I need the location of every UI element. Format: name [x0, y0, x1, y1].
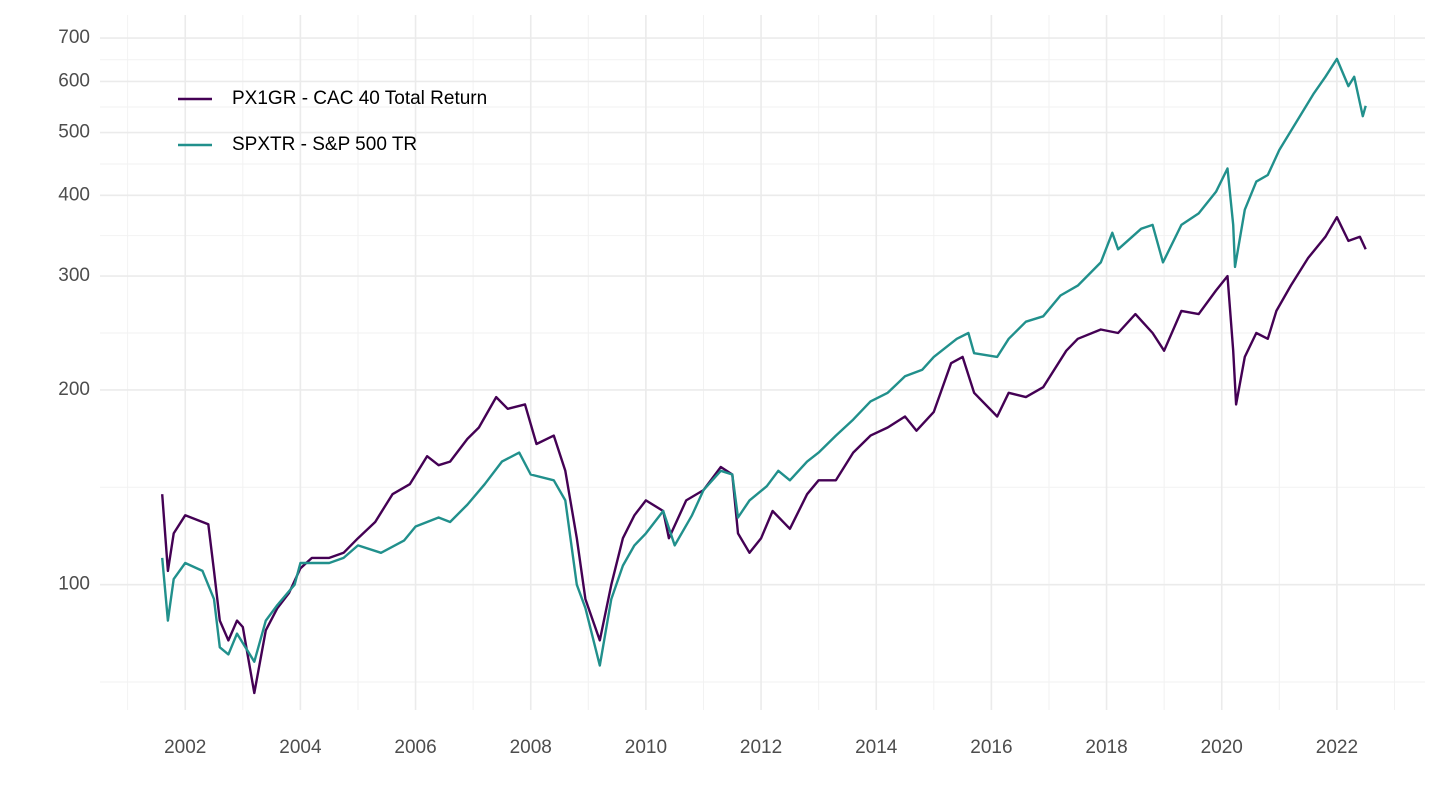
series-line: [161, 57, 1367, 667]
y-tick-label: 600: [58, 70, 90, 91]
y-tick-label: 500: [58, 122, 90, 143]
x-tick-label: 2010: [625, 737, 667, 758]
y-tick-label: 300: [58, 265, 90, 286]
x-tick-label: 2004: [279, 737, 322, 758]
x-tick-label: 2018: [1085, 737, 1127, 758]
x-tick-label: 2006: [394, 737, 436, 758]
y-tick-label: 700: [58, 27, 90, 48]
x-tick-label: 2014: [855, 737, 898, 758]
x-tick-label: 2022: [1316, 737, 1358, 758]
x-tick-label: 2016: [970, 737, 1012, 758]
legend-label: SPXTR - S&P 500 TR: [232, 134, 417, 155]
y-tick-label: 400: [58, 184, 90, 205]
x-tick-label: 2008: [510, 737, 552, 758]
x-tick-label: 2012: [740, 737, 782, 758]
x-tick-label: 2002: [164, 737, 206, 758]
x-tick-label: 2020: [1201, 737, 1243, 758]
series-line: [161, 216, 1367, 695]
y-tick-label: 200: [58, 379, 90, 400]
y-tick-label: 100: [58, 574, 90, 595]
legend-label: PX1GR - CAC 40 Total Return: [232, 88, 487, 109]
